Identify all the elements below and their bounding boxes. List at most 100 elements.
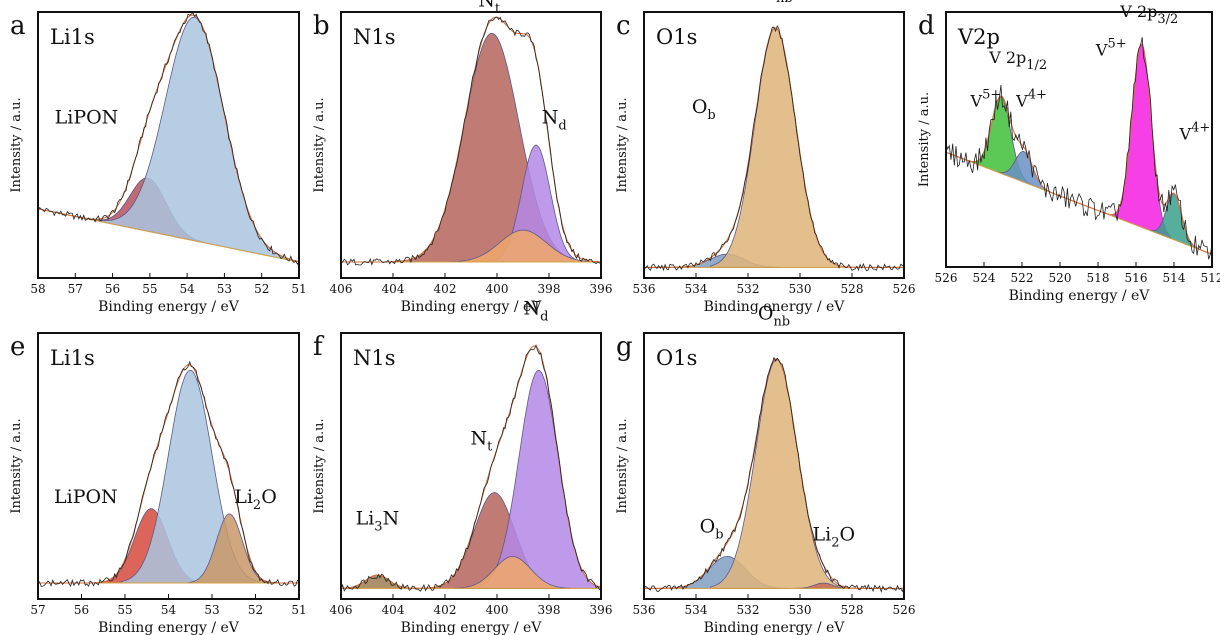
plot-frame-f bbox=[340, 332, 602, 600]
x-axis-title-g: Binding energy / eV bbox=[704, 620, 846, 635]
y-axis-title-c: Intensity / a.u. bbox=[615, 97, 630, 192]
annotation-f-1: Li3N bbox=[356, 508, 400, 535]
x-axis-title-c: Binding energy / eV bbox=[704, 299, 846, 315]
annotation-d-3: V5+ bbox=[970, 87, 1002, 110]
x-tick-label-c-530: 530 bbox=[789, 282, 812, 296]
x-tick-label-g-532: 532 bbox=[737, 603, 760, 617]
x-tick-label-a-54: 54 bbox=[180, 282, 196, 296]
x-tick-label-a-57: 57 bbox=[68, 282, 83, 296]
x-tick-label-d-516: 516 bbox=[1125, 271, 1148, 285]
x-tick-label-g-526: 526 bbox=[893, 603, 916, 617]
x-tick-label-c-526: 526 bbox=[893, 282, 916, 296]
x-axis-title-e: Binding energy / eV bbox=[98, 620, 240, 635]
x-tick-label-e-54: 54 bbox=[161, 603, 177, 617]
x-axis-title-b: Binding energy / eV bbox=[401, 299, 543, 315]
panel-c: 536 534 532 530 528 526 Binding energy / eV Int… bbox=[615, 0, 915, 315]
raw-data-f bbox=[340, 343, 602, 592]
plot-frame-a bbox=[37, 11, 300, 279]
annotation-g-2: Ob bbox=[700, 516, 724, 543]
panel-e: 57 56 55 54 53 52 51 Binding energy / eV Intensi… bbox=[9, 332, 307, 635]
peak-c-2 bbox=[710, 27, 840, 268]
annotation-g-3: Li2O bbox=[813, 523, 856, 550]
annotation-e-1: LiPON bbox=[54, 486, 118, 508]
x-tick-label-e-56: 56 bbox=[74, 603, 89, 617]
panel-letter-g: g bbox=[616, 332, 633, 362]
x-tick-label-g-528: 528 bbox=[841, 603, 864, 617]
panel-title-d: V2p bbox=[957, 25, 1000, 49]
x-tick-label-g-536: 536 bbox=[633, 603, 656, 617]
panel-title-c: O1s bbox=[656, 25, 697, 49]
x-tick-label-f-402: 402 bbox=[434, 603, 457, 617]
raw-data-d bbox=[945, 37, 1213, 260]
annotation-c-2: Ob bbox=[692, 96, 716, 123]
y-axis-title-g: Intensity / a.u. bbox=[615, 418, 630, 513]
x-axis-title-d: Binding energy / eV bbox=[1009, 288, 1151, 304]
raw-data-b bbox=[340, 16, 602, 266]
panel-f: 406 404 402 400 398 396 Binding energy / eV Int… bbox=[312, 297, 612, 635]
annotation-f-3: Nd bbox=[524, 297, 549, 324]
annotation-f-2: Nt bbox=[470, 428, 493, 455]
x-tick-label-f-396: 396 bbox=[590, 603, 613, 617]
x-tick-label-b-404: 404 bbox=[382, 282, 405, 296]
x-tick-label-a-53: 53 bbox=[217, 282, 232, 296]
x-tick-label-c-536: 536 bbox=[633, 282, 656, 296]
x-tick-label-a-51: 51 bbox=[291, 282, 306, 296]
panel-g: 536 534 532 530 528 526 Binding energy / eV Int… bbox=[615, 303, 915, 635]
x-tick-label-f-400: 400 bbox=[486, 603, 509, 617]
annotation-d-1: V 2p1/2 bbox=[988, 48, 1047, 73]
panel-letter-c: c bbox=[616, 11, 631, 41]
panel-title-e: Li1s bbox=[50, 346, 95, 370]
x-tick-label-e-57: 57 bbox=[30, 603, 45, 617]
x-axis-title-a: Binding energy / eV bbox=[98, 299, 240, 315]
peak-d-3 bbox=[1111, 43, 1171, 239]
x-tick-label-f-398: 398 bbox=[538, 603, 561, 617]
plot-frame-c bbox=[643, 11, 905, 279]
y-axis-title-d: Intensity / a.u. bbox=[917, 92, 932, 187]
panel-letter-d: d bbox=[918, 11, 935, 41]
panel-b: 406 404 402 400 398 396 Binding energy / eV Int… bbox=[312, 0, 612, 315]
y-axis-title-f: Intensity / a.u. bbox=[312, 418, 327, 513]
x-tick-label-b-406: 406 bbox=[330, 282, 353, 296]
raw-data-a bbox=[37, 12, 300, 266]
panel-title-b: N1s bbox=[353, 25, 396, 49]
y-axis-title-b: Intensity / a.u. bbox=[312, 97, 327, 192]
x-tick-label-e-55: 55 bbox=[117, 603, 132, 617]
x-tick-label-g-530: 530 bbox=[789, 603, 812, 617]
x-tick-label-c-528: 528 bbox=[841, 282, 864, 296]
x-tick-label-d-526: 526 bbox=[935, 271, 958, 285]
x-tick-label-c-534: 534 bbox=[685, 282, 708, 296]
x-tick-label-f-404: 404 bbox=[382, 603, 405, 617]
panel-d: 526 524 522 520 518 516 514 512 Binding energy /… bbox=[917, 2, 1220, 304]
plot-frame-d bbox=[945, 11, 1213, 268]
plot-frame-g bbox=[643, 332, 905, 600]
x-tick-label-c-532: 532 bbox=[737, 282, 760, 296]
x-tick-label-e-53: 53 bbox=[204, 603, 219, 617]
annotation-b-1: Nt bbox=[478, 0, 501, 17]
panel-letter-f: f bbox=[313, 332, 325, 362]
panel-a: 58 57 56 55 54 53 52 51 Binding energy / eV Inten… bbox=[9, 11, 307, 315]
panel-title-g: O1s bbox=[656, 346, 697, 370]
x-tick-label-b-400: 400 bbox=[486, 282, 509, 296]
panel-letter-e: e bbox=[10, 332, 25, 362]
x-tick-label-d-522: 522 bbox=[1011, 271, 1034, 285]
x-tick-label-e-51: 51 bbox=[291, 603, 306, 617]
peak-g-2 bbox=[710, 359, 843, 589]
x-tick-label-d-514: 514 bbox=[1163, 271, 1186, 285]
panel-title-a: Li1s bbox=[50, 25, 95, 49]
annotation-d-4: V4+ bbox=[1015, 87, 1047, 110]
panel-letter-b: b bbox=[313, 11, 330, 41]
x-tick-label-d-512: 512 bbox=[1201, 271, 1220, 285]
y-axis-title-e: Intensity / a.u. bbox=[9, 418, 24, 513]
annotation-a-1: LiPON bbox=[55, 107, 119, 129]
x-tick-label-e-52: 52 bbox=[248, 603, 263, 617]
annotation-c-1: Onb bbox=[760, 0, 792, 6]
panel-title-f: N1s bbox=[353, 346, 396, 370]
x-tick-label-b-396: 396 bbox=[590, 282, 613, 296]
x-tick-label-a-52: 52 bbox=[254, 282, 269, 296]
x-tick-label-d-518: 518 bbox=[1087, 271, 1110, 285]
annotation-g-1: Onb bbox=[758, 303, 790, 330]
x-tick-label-f-406: 406 bbox=[330, 603, 353, 617]
raw-data-g bbox=[643, 356, 905, 593]
annotation-b-2: Nd bbox=[542, 107, 567, 134]
peak-a-2 bbox=[101, 16, 288, 261]
